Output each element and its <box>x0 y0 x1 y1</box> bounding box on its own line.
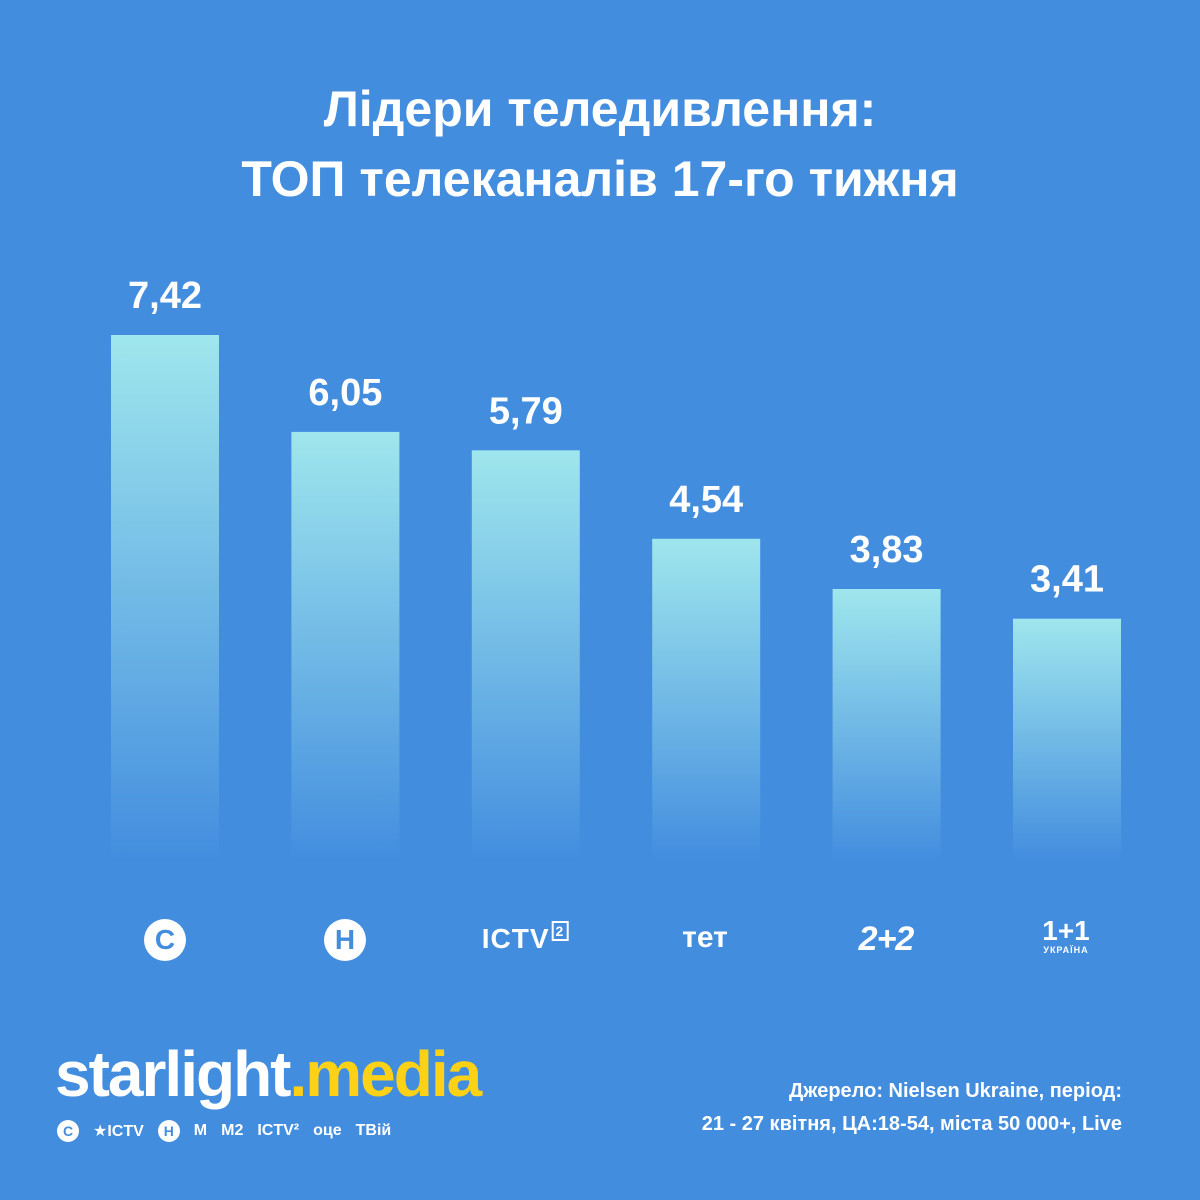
channel-logos: C Н ICTV 2 тет 2+2 1+1 УКРАЇНА <box>0 905 1200 975</box>
title-line-2: ТОП телеканалів 17-го тижня <box>241 151 959 207</box>
bar-chart: 7,42 6,05 5,79 4,54 3,83 3,41 <box>111 275 1121 860</box>
chart-title: Лідери теледивлення: ТОП телеканалів 17-… <box>0 74 1200 214</box>
bar-value-label-1: 6,05 <box>308 372 382 414</box>
bar-5 <box>1013 618 1121 860</box>
brand-part-1: starlight <box>55 1038 291 1110</box>
stb-logo-icon: C <box>144 919 186 961</box>
source-note: Джерело: Nielsen Ukraine, період: 21 - 2… <box>702 1075 1122 1141</box>
ictv2-logo-text: ICTV <box>481 923 550 954</box>
one-plus-one-logo-sub: УКРАЇНА <box>1043 945 1089 955</box>
bar-value-label-3: 4,54 <box>669 479 743 521</box>
bar-value-label-5: 3,41 <box>1030 559 1104 601</box>
two-plus-two-logo-icon: 2+2 <box>858 920 915 958</box>
brand-channel-icons: С ★ICTV Н М М2 ICTV² оце ТВій <box>57 1118 477 1144</box>
bar-1 <box>291 431 400 860</box>
one-plus-one-logo-icon: 1+1 УКРАЇНА <box>1042 915 1090 956</box>
ictv-mini-icon: ★ICTV <box>93 1123 144 1140</box>
bar-2 <box>471 450 580 860</box>
oce-mini-icon: оце <box>313 1122 342 1139</box>
bar-0 <box>111 335 219 860</box>
m-mini-icon: М <box>193 1122 208 1139</box>
novyi-mini-icon: Н <box>157 1120 180 1142</box>
bar-value-label-4: 3,83 <box>850 529 924 571</box>
m2-mini-icon: М2 <box>221 1122 244 1139</box>
ictv2-logo-icon: ICTV 2 <box>481 921 569 955</box>
title-line-1: Лідери теледивлення: <box>323 81 877 137</box>
brand-dot: . <box>289 1038 307 1110</box>
tviy-mini-icon: ТВій <box>355 1122 392 1139</box>
bar-3 <box>652 538 761 860</box>
bar-value-label-2: 5,79 <box>489 390 563 432</box>
bar-4 <box>832 589 941 860</box>
brand-logo: starlight.media <box>55 1038 482 1110</box>
source-line-1: Джерело: Nielsen Ukraine, період: <box>789 1080 1122 1102</box>
stb-mini-icon: С <box>57 1120 79 1142</box>
ictv2-mini-icon: ICTV² <box>257 1122 300 1139</box>
brand-part-2: media <box>305 1038 482 1110</box>
one-plus-one-logo-text: 1+1 <box>1042 915 1090 946</box>
tet-logo-icon: тет <box>682 921 728 954</box>
novyi-kanal-logo-icon: Н <box>324 919 366 961</box>
bar-value-label-0: 7,42 <box>128 275 202 317</box>
source-line-2: 21 - 27 квітня, ЦА:18-54, міста 50 000+,… <box>701 1113 1122 1135</box>
ictv2-logo-sup: 2 <box>551 921 569 941</box>
